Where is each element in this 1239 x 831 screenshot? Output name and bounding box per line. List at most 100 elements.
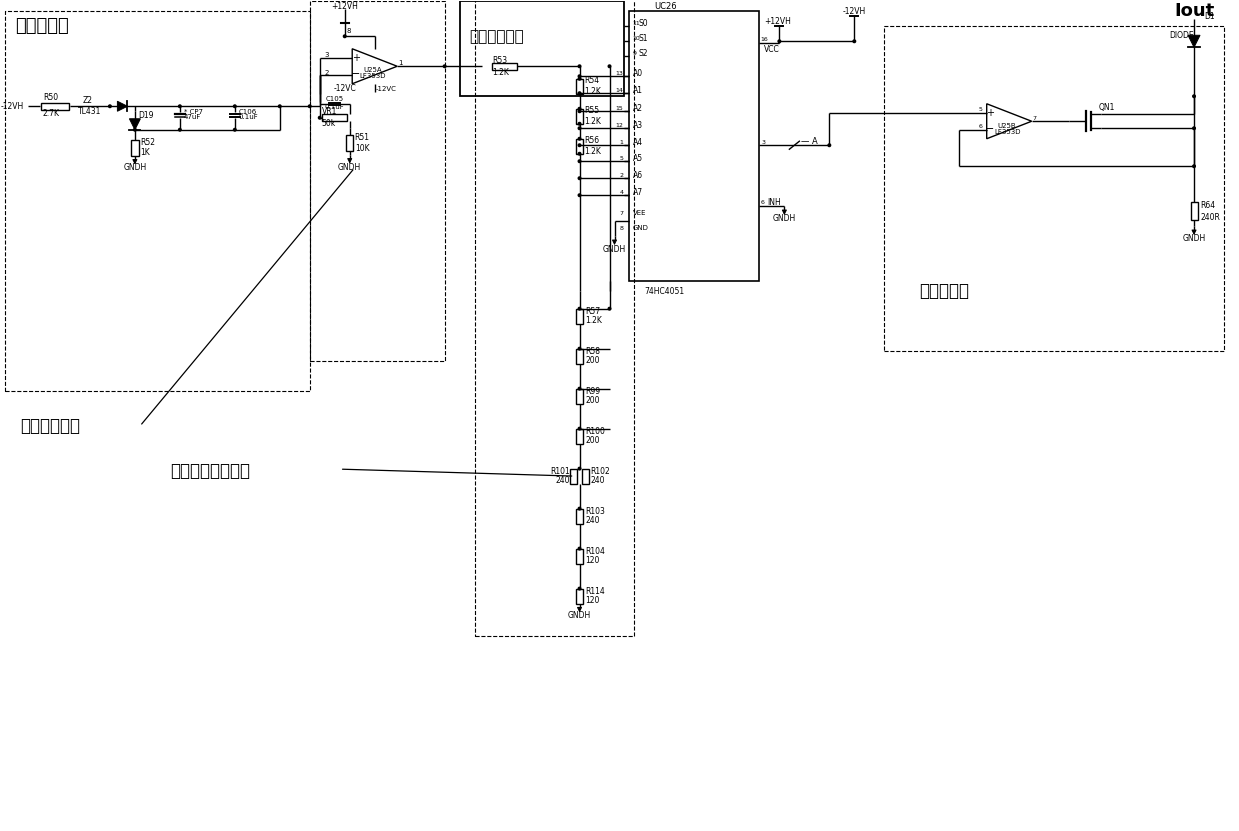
Text: 恒流源电路: 恒流源电路 xyxy=(919,283,969,300)
Text: C106: C106 xyxy=(239,109,256,115)
Text: D19: D19 xyxy=(138,111,154,120)
Text: 8: 8 xyxy=(620,226,623,231)
Circle shape xyxy=(178,105,181,107)
Text: 12: 12 xyxy=(616,123,623,128)
Text: 0.1uF: 0.1uF xyxy=(325,104,344,110)
Text: D1: D1 xyxy=(1204,12,1214,21)
Text: R51: R51 xyxy=(354,133,369,142)
Circle shape xyxy=(579,467,581,470)
Circle shape xyxy=(579,107,581,110)
Text: S0: S0 xyxy=(638,19,648,27)
Text: INH: INH xyxy=(767,198,781,207)
Text: 47uF: 47uF xyxy=(183,114,201,120)
Text: 1: 1 xyxy=(398,61,403,66)
Text: R101: R101 xyxy=(550,467,570,475)
Text: +: + xyxy=(352,53,359,63)
Text: 7: 7 xyxy=(620,211,623,216)
Circle shape xyxy=(579,387,581,390)
Text: R54: R54 xyxy=(585,76,600,86)
Text: R50: R50 xyxy=(43,93,58,101)
Bar xyxy=(131,140,139,155)
Text: 1.2K: 1.2K xyxy=(585,117,601,126)
Text: DIODE: DIODE xyxy=(1170,31,1193,40)
Circle shape xyxy=(579,92,581,95)
Circle shape xyxy=(318,116,321,119)
Text: 50k: 50k xyxy=(322,119,336,128)
Circle shape xyxy=(579,588,581,590)
Bar xyxy=(582,469,589,484)
Circle shape xyxy=(1193,127,1196,130)
Text: 3: 3 xyxy=(325,52,330,58)
Text: 16: 16 xyxy=(761,37,768,42)
Text: U25B: U25B xyxy=(997,123,1016,130)
Circle shape xyxy=(343,35,346,37)
Text: 15: 15 xyxy=(616,106,623,111)
Bar xyxy=(346,135,353,150)
Circle shape xyxy=(134,129,136,131)
Text: S2: S2 xyxy=(638,49,648,58)
Text: 第一放大电路: 第一放大电路 xyxy=(20,417,81,435)
Circle shape xyxy=(178,129,181,131)
Circle shape xyxy=(579,152,581,155)
Text: 10K: 10K xyxy=(354,144,369,153)
Text: GNDH: GNDH xyxy=(123,163,146,172)
Text: GNDH: GNDH xyxy=(773,214,795,223)
Text: 1.2K: 1.2K xyxy=(585,316,602,325)
Text: TL431: TL431 xyxy=(78,107,102,116)
Circle shape xyxy=(579,65,581,67)
Text: Iout: Iout xyxy=(1173,2,1214,20)
Text: R52: R52 xyxy=(140,138,155,147)
Text: S1: S1 xyxy=(638,34,648,42)
Text: 9: 9 xyxy=(632,51,637,56)
Text: 74HC4051: 74HC4051 xyxy=(644,287,685,296)
Text: 240: 240 xyxy=(585,516,600,525)
Text: -12VH: -12VH xyxy=(843,7,866,16)
Text: 240: 240 xyxy=(591,476,605,485)
Text: 1.2K: 1.2K xyxy=(585,87,601,96)
Text: -12VC: -12VC xyxy=(333,84,356,93)
Text: 200: 200 xyxy=(585,356,600,365)
Text: -12VC: -12VC xyxy=(375,86,396,91)
Circle shape xyxy=(233,105,237,107)
Bar xyxy=(576,139,584,154)
Text: +12VH: +12VH xyxy=(764,17,790,26)
Text: 120: 120 xyxy=(585,556,600,565)
Circle shape xyxy=(279,105,281,107)
Circle shape xyxy=(579,127,581,130)
Bar xyxy=(576,349,584,364)
Text: 240R: 240R xyxy=(1201,213,1220,222)
Text: 地址选择电路: 地址选择电路 xyxy=(470,29,524,44)
Text: 200: 200 xyxy=(585,436,600,445)
Text: UC26: UC26 xyxy=(654,2,676,11)
Bar xyxy=(460,2,624,96)
Text: −: − xyxy=(985,124,995,134)
Circle shape xyxy=(309,105,311,107)
Bar xyxy=(576,109,584,124)
Circle shape xyxy=(579,137,581,140)
Circle shape xyxy=(579,307,581,310)
Text: R114: R114 xyxy=(585,587,605,596)
Text: A5: A5 xyxy=(632,154,643,163)
Bar xyxy=(322,114,347,121)
Text: 6: 6 xyxy=(979,125,983,130)
Text: R55: R55 xyxy=(585,106,600,116)
Circle shape xyxy=(778,40,781,42)
Text: A1: A1 xyxy=(632,86,643,95)
Text: VCC: VCC xyxy=(764,45,781,54)
Circle shape xyxy=(608,307,611,310)
Text: 10: 10 xyxy=(632,36,641,41)
Text: 3: 3 xyxy=(762,140,766,145)
Text: 14: 14 xyxy=(616,88,623,93)
Bar xyxy=(1191,202,1198,220)
Circle shape xyxy=(579,110,581,112)
Text: R102: R102 xyxy=(591,467,611,475)
Circle shape xyxy=(1193,165,1196,168)
Circle shape xyxy=(579,92,581,95)
Text: A3: A3 xyxy=(632,120,643,130)
Text: R58: R58 xyxy=(585,347,600,356)
Text: GNDH: GNDH xyxy=(603,244,626,253)
Circle shape xyxy=(579,548,581,550)
Text: 2: 2 xyxy=(325,70,330,76)
Circle shape xyxy=(579,427,581,430)
Circle shape xyxy=(579,507,581,510)
